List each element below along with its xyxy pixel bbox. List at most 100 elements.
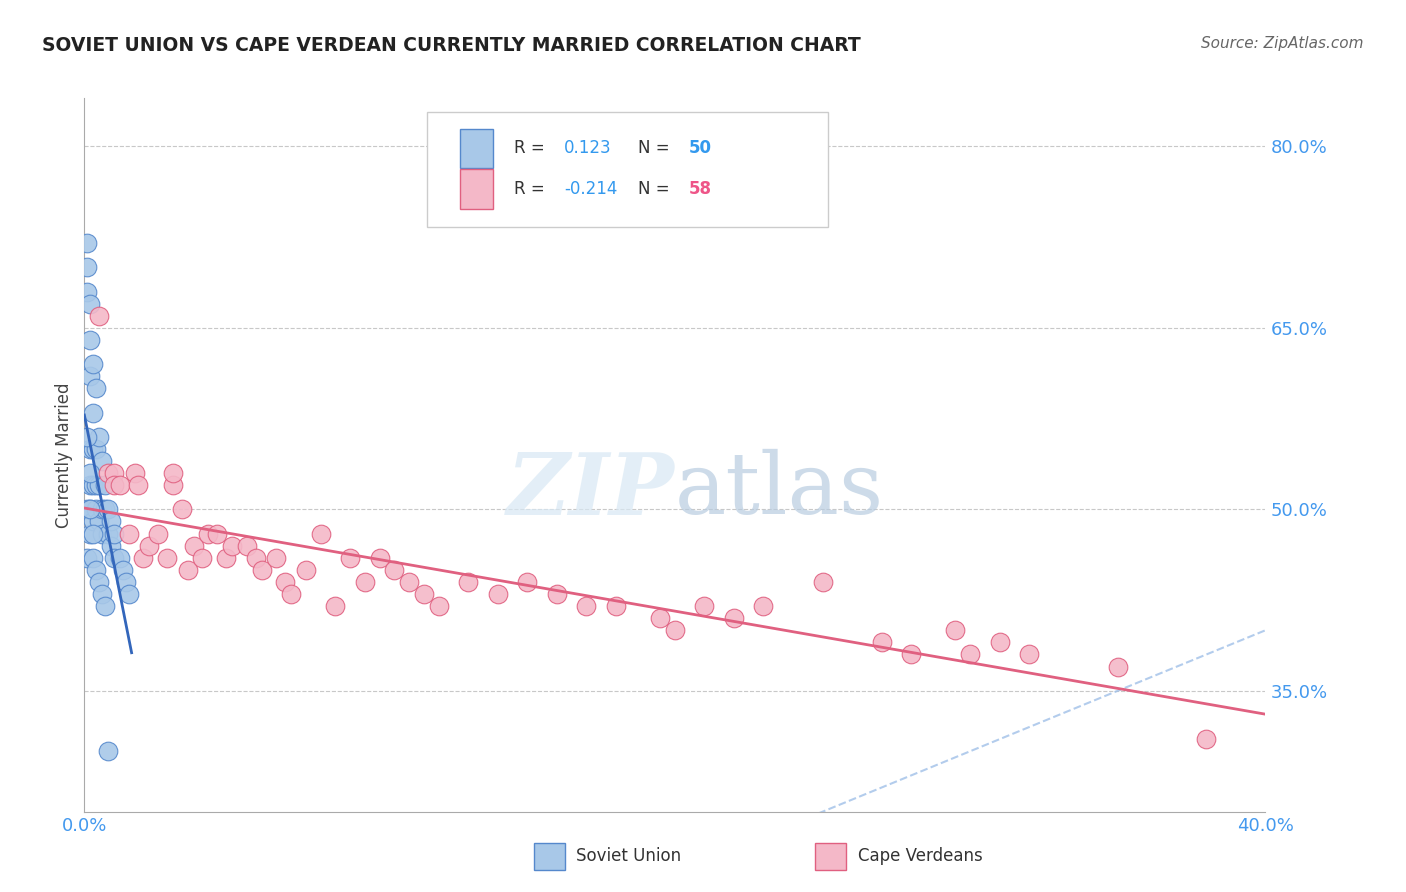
Point	[87, 309, 111, 323]
Point	[752, 599, 775, 613]
Text: R =: R =	[515, 139, 550, 157]
Text: -0.214: -0.214	[564, 180, 617, 198]
Point	[84, 563, 107, 577]
Point	[82, 515, 104, 529]
Point	[264, 550, 288, 565]
Point	[94, 478, 117, 492]
Point	[82, 478, 104, 492]
Point	[79, 526, 101, 541]
Point	[94, 599, 117, 613]
Point	[382, 563, 406, 577]
Point	[162, 478, 184, 492]
Point	[648, 611, 672, 625]
Point	[76, 502, 98, 516]
Point	[76, 430, 98, 444]
Text: ZIP: ZIP	[508, 449, 675, 533]
Point	[148, 526, 170, 541]
Point	[79, 466, 101, 480]
Point	[82, 550, 104, 565]
Point	[87, 478, 111, 492]
Point	[114, 574, 136, 589]
Text: N =: N =	[638, 139, 675, 157]
Text: N =: N =	[638, 180, 675, 198]
Point	[84, 442, 107, 456]
Point	[103, 550, 125, 565]
Text: Soviet Union: Soviet Union	[576, 847, 682, 865]
Point	[118, 526, 141, 541]
Point	[354, 574, 377, 589]
Point	[295, 563, 318, 577]
Point	[1195, 732, 1218, 747]
Point	[127, 478, 149, 492]
Point	[76, 236, 98, 251]
FancyBboxPatch shape	[427, 112, 828, 227]
Point	[245, 550, 267, 565]
Point	[811, 574, 834, 589]
Point	[79, 502, 101, 516]
Point	[79, 333, 101, 347]
Point	[132, 550, 155, 565]
Point	[84, 478, 107, 492]
Point	[575, 599, 598, 613]
Point	[97, 744, 120, 758]
Point	[91, 454, 114, 468]
Point	[870, 635, 893, 649]
Point	[693, 599, 716, 613]
Point	[118, 587, 141, 601]
Point	[945, 624, 967, 638]
Point	[368, 550, 391, 565]
Point	[723, 611, 745, 625]
Point	[235, 539, 259, 553]
Point	[183, 539, 205, 553]
Point	[457, 574, 479, 589]
Point	[516, 574, 538, 589]
Bar	[460, 169, 494, 209]
Point	[900, 648, 922, 662]
Point	[82, 526, 104, 541]
Point	[205, 526, 228, 541]
Point	[76, 260, 98, 275]
Text: R =: R =	[515, 180, 550, 198]
Point	[1018, 648, 1040, 662]
Point	[100, 515, 122, 529]
Point	[82, 406, 104, 420]
Point	[100, 539, 122, 553]
Text: 50: 50	[689, 139, 711, 157]
Point	[79, 369, 101, 384]
Point	[413, 587, 436, 601]
Text: Cape Verdeans: Cape Verdeans	[858, 847, 983, 865]
Point	[280, 587, 302, 601]
Point	[486, 587, 509, 601]
Point	[427, 599, 450, 613]
Point	[97, 526, 120, 541]
Point	[76, 550, 98, 565]
Point	[197, 526, 219, 541]
Point	[323, 599, 347, 613]
Text: Source: ZipAtlas.com: Source: ZipAtlas.com	[1201, 36, 1364, 51]
Point	[398, 574, 420, 589]
Point	[605, 599, 627, 613]
Point	[124, 466, 146, 480]
Point	[94, 502, 117, 516]
Point	[87, 574, 111, 589]
Point	[91, 587, 114, 601]
Point	[191, 550, 214, 565]
Point	[82, 442, 104, 456]
Point	[97, 502, 120, 516]
Text: 0.123: 0.123	[564, 139, 612, 157]
Point	[309, 526, 332, 541]
Point	[250, 563, 273, 577]
Point	[91, 502, 114, 516]
Point	[79, 442, 101, 456]
Point	[87, 430, 111, 444]
Point	[97, 466, 120, 480]
Point	[1107, 659, 1129, 673]
Point	[138, 539, 160, 553]
Point	[215, 550, 238, 565]
Point	[156, 550, 179, 565]
Point	[91, 526, 114, 541]
Point	[170, 502, 193, 516]
Point	[664, 624, 686, 638]
Point	[79, 502, 101, 516]
Y-axis label: Currently Married: Currently Married	[55, 382, 73, 528]
